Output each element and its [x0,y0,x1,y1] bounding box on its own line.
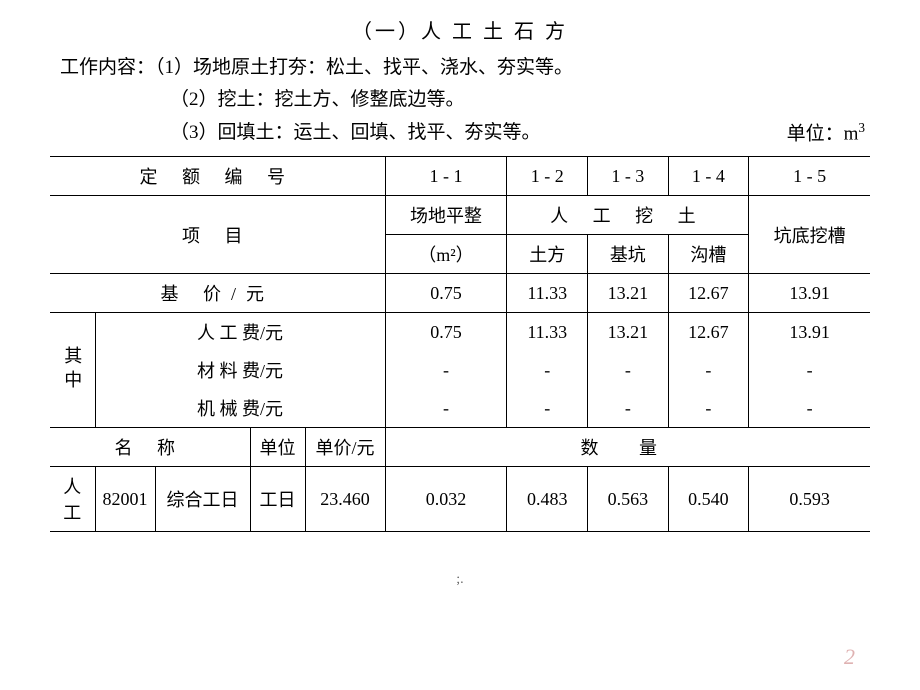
mv-1: - [385,351,507,389]
wherein: 其中 [50,313,95,428]
sub-earth: 土方 [507,235,588,274]
lv-2: 11.33 [507,313,588,352]
base-price-label: 基 价/元 [50,274,385,313]
lv-3: 13.21 [588,313,669,352]
row-price: 23.460 [305,467,385,532]
lv-4: 12.67 [668,313,749,352]
mchv-2: - [507,389,588,428]
desc-prefix: 工作内容： [60,57,155,78]
footer-text: ;. [50,572,870,588]
desc-item-1: （1）场地原土打夯：松土、找平、浇水、夯实等。 [155,57,573,78]
sub-pit: 基坑 [588,235,669,274]
bp-4: 12.67 [668,274,749,313]
unit-sup: 3 [858,120,865,135]
header-item: 项 目 [50,196,385,274]
col-manual: 人 工 挖 土 [507,196,749,235]
sub-trench: 沟槽 [668,235,749,274]
code-4: 1 - 4 [668,157,749,196]
mchv-5: - [749,389,870,428]
document-title: （一）人 工 土 石 方 [50,15,870,44]
labor-label: 人 工 费/元 [95,313,385,352]
row-name: 综合工日 [155,467,250,532]
rv-1: 0.032 [385,467,507,532]
code-1: 1 - 1 [385,157,507,196]
desc-item-3: （3）回填土：运土、回填、找平、夯实等。 [170,117,541,151]
bp-2: 11.33 [507,274,588,313]
bp-5: 13.91 [749,274,870,313]
col-site: 场地平整 [385,196,507,235]
unit-col-label: 单位 [250,428,305,467]
mv-4: - [668,351,749,389]
mv-3: - [588,351,669,389]
price-label: 单价/元 [305,428,385,467]
lv-5: 13.91 [749,313,870,352]
qty-label: 数 量 [385,428,870,467]
rv-5: 0.593 [749,467,870,532]
work-description: 工作内容：（1）场地原土打夯：松土、找平、浇水、夯实等。 （2）挖土：挖土方、修… [50,52,870,150]
rv-3: 0.563 [588,467,669,532]
name-label: 名 称 [50,428,250,467]
mv-5: - [749,351,870,389]
quota-table: 定 额 编 号 1 - 1 1 - 2 1 - 3 1 - 4 1 - 5 项 … [50,156,870,532]
mchv-4: - [668,389,749,428]
row-unit: 工日 [250,467,305,532]
row-code: 82001 [95,467,155,532]
page-number: 2 [844,644,855,670]
col-pit: 坑底挖槽 [749,196,870,274]
rv-2: 0.483 [507,467,588,532]
header-quota: 定 额 编 号 [50,157,385,196]
mchv-3: - [588,389,669,428]
code-2: 1 - 2 [507,157,588,196]
mv-2: - [507,351,588,389]
unit-label: 单位：m [787,123,859,144]
bp-1: 0.75 [385,274,507,313]
material-label: 材 料 费/元 [95,351,385,389]
mchv-1: - [385,389,507,428]
row-labor: 人工 [50,467,95,532]
desc-item-2: （2）挖土：挖土方、修整底边等。 [60,84,870,116]
bp-3: 13.21 [588,274,669,313]
machine-label: 机 械 费/元 [95,389,385,428]
code-3: 1 - 3 [588,157,669,196]
unit-m2: （m²） [385,235,507,274]
lv-1: 0.75 [385,313,507,352]
rv-4: 0.540 [668,467,749,532]
code-5: 1 - 5 [749,157,870,196]
